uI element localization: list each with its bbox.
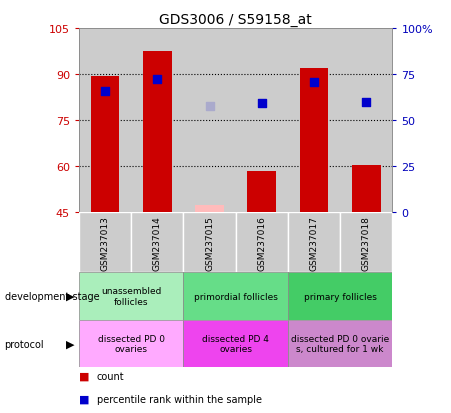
Text: ▶: ▶ <box>66 339 74 349</box>
Point <box>310 79 318 86</box>
Text: dissected PD 4
ovaries: dissected PD 4 ovaries <box>202 334 269 354</box>
Bar <box>195 205 224 213</box>
Text: primary follicles: primary follicles <box>304 292 377 301</box>
FancyBboxPatch shape <box>340 213 392 273</box>
Bar <box>91 76 120 213</box>
FancyBboxPatch shape <box>131 213 184 273</box>
Text: primordial follicles: primordial follicles <box>194 292 277 301</box>
Text: unassembled
follicles: unassembled follicles <box>101 287 161 306</box>
Text: GSM237014: GSM237014 <box>153 215 162 270</box>
Text: count: count <box>97 371 124 381</box>
Text: percentile rank within the sample: percentile rank within the sample <box>97 394 262 404</box>
Text: GSM237018: GSM237018 <box>362 215 371 270</box>
FancyBboxPatch shape <box>184 213 235 273</box>
FancyBboxPatch shape <box>235 213 288 273</box>
Text: GSM237016: GSM237016 <box>257 215 266 270</box>
Text: development stage: development stage <box>5 291 99 301</box>
FancyBboxPatch shape <box>288 213 340 273</box>
Text: GSM237015: GSM237015 <box>205 215 214 270</box>
Bar <box>248 171 276 213</box>
FancyBboxPatch shape <box>79 273 184 320</box>
Point <box>154 76 161 83</box>
Text: protocol: protocol <box>5 339 44 349</box>
Bar <box>184 29 235 213</box>
Bar <box>79 29 131 213</box>
FancyBboxPatch shape <box>288 320 392 368</box>
Text: ▶: ▶ <box>66 291 74 301</box>
Bar <box>299 69 328 213</box>
Text: ■: ■ <box>79 371 89 381</box>
Text: dissected PD 0 ovarie
s, cultured for 1 wk: dissected PD 0 ovarie s, cultured for 1 … <box>291 334 389 354</box>
Point <box>206 104 213 110</box>
Text: GSM237013: GSM237013 <box>101 215 110 270</box>
Bar <box>340 29 392 213</box>
Bar <box>131 29 184 213</box>
Point <box>363 99 370 106</box>
Text: ■: ■ <box>79 394 89 404</box>
Text: dissected PD 0
ovaries: dissected PD 0 ovaries <box>98 334 165 354</box>
Point <box>258 101 265 107</box>
Bar <box>235 29 288 213</box>
FancyBboxPatch shape <box>288 273 392 320</box>
Bar <box>352 165 381 213</box>
Text: GSM237017: GSM237017 <box>309 215 318 270</box>
Title: GDS3006 / S59158_at: GDS3006 / S59158_at <box>159 12 312 26</box>
Bar <box>143 52 172 213</box>
Bar <box>288 29 340 213</box>
FancyBboxPatch shape <box>79 213 131 273</box>
Point <box>101 88 109 95</box>
FancyBboxPatch shape <box>79 320 184 368</box>
FancyBboxPatch shape <box>184 320 288 368</box>
FancyBboxPatch shape <box>184 273 288 320</box>
